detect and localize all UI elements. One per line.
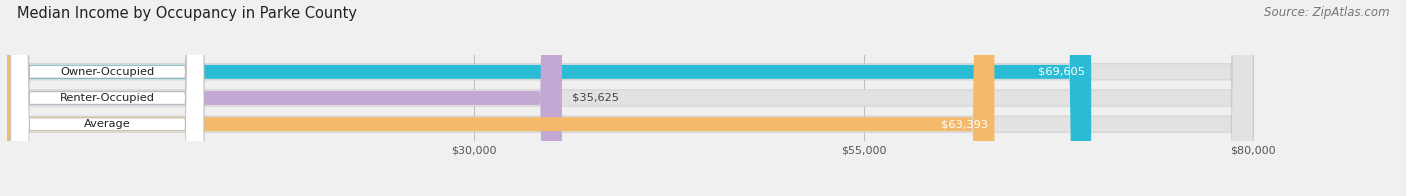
Text: Owner-Occupied: Owner-Occupied	[60, 67, 155, 77]
FancyBboxPatch shape	[11, 0, 204, 196]
Text: Renter-Occupied: Renter-Occupied	[60, 93, 155, 103]
Text: Average: Average	[84, 119, 131, 129]
FancyBboxPatch shape	[7, 0, 1091, 196]
FancyBboxPatch shape	[7, 0, 562, 196]
FancyBboxPatch shape	[11, 0, 204, 196]
FancyBboxPatch shape	[7, 0, 994, 196]
FancyBboxPatch shape	[7, 0, 1253, 196]
Text: $63,393: $63,393	[941, 119, 988, 129]
Text: $35,625: $35,625	[572, 93, 619, 103]
FancyBboxPatch shape	[11, 0, 204, 196]
FancyBboxPatch shape	[7, 0, 1253, 196]
Text: Source: ZipAtlas.com: Source: ZipAtlas.com	[1264, 6, 1389, 19]
Text: Median Income by Occupancy in Parke County: Median Income by Occupancy in Parke Coun…	[17, 6, 357, 21]
Text: $69,605: $69,605	[1038, 67, 1085, 77]
FancyBboxPatch shape	[7, 0, 1253, 196]
